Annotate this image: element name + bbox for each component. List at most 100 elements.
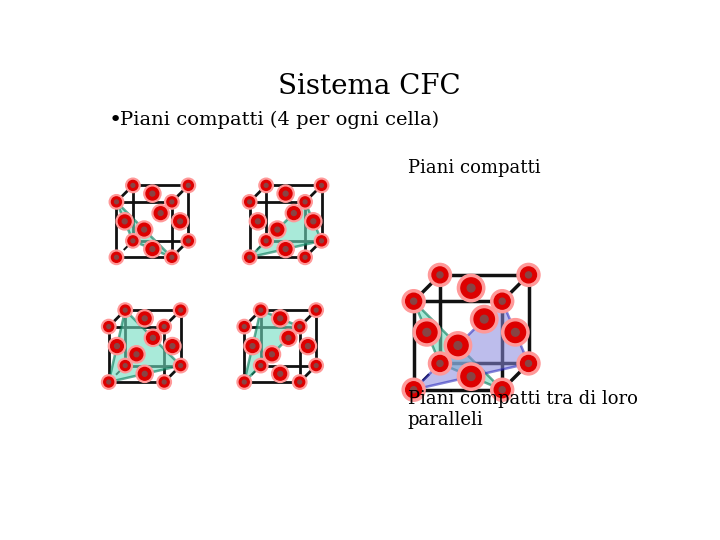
Circle shape [138,223,150,236]
Circle shape [294,377,305,387]
Circle shape [521,267,536,283]
Circle shape [128,346,145,363]
Circle shape [303,255,307,259]
Circle shape [152,205,169,222]
Circle shape [317,180,327,191]
Circle shape [461,367,481,387]
Circle shape [279,242,292,255]
Circle shape [269,352,274,357]
Circle shape [320,184,323,187]
Circle shape [138,367,151,380]
Circle shape [432,267,448,283]
Circle shape [432,355,448,372]
Circle shape [144,185,161,202]
Circle shape [266,348,279,361]
Circle shape [311,219,316,224]
Circle shape [146,187,159,200]
Circle shape [474,309,495,329]
Circle shape [292,319,307,334]
Circle shape [126,234,140,248]
Text: Piani compatti (4 per ogni cella): Piani compatti (4 per ogni cella) [120,111,438,130]
Circle shape [437,360,443,367]
Circle shape [302,340,315,353]
Circle shape [521,355,536,372]
Circle shape [258,363,263,368]
Circle shape [467,373,475,381]
Circle shape [239,377,249,387]
Circle shape [150,191,155,196]
Circle shape [118,359,132,373]
Circle shape [104,322,114,332]
Circle shape [502,319,529,346]
Circle shape [428,352,451,375]
Circle shape [283,191,288,196]
Circle shape [457,274,485,302]
Circle shape [249,213,266,230]
Text: •: • [109,110,122,130]
Circle shape [261,236,271,246]
Circle shape [300,252,310,262]
Circle shape [114,200,118,204]
Polygon shape [414,301,503,390]
Circle shape [166,340,179,353]
Circle shape [517,264,540,286]
Circle shape [315,234,329,248]
Circle shape [505,322,526,342]
Circle shape [285,205,302,222]
Circle shape [123,363,127,368]
Circle shape [309,303,323,318]
Circle shape [147,332,159,344]
Circle shape [405,293,422,309]
Circle shape [311,361,321,370]
Circle shape [158,211,163,215]
Circle shape [320,239,323,243]
Circle shape [305,213,322,230]
Circle shape [170,200,174,204]
Circle shape [317,236,327,246]
Circle shape [244,338,261,355]
Circle shape [165,194,179,209]
Circle shape [104,377,114,387]
Circle shape [178,219,183,224]
Circle shape [251,215,264,228]
Circle shape [114,255,118,259]
Circle shape [517,352,540,375]
Circle shape [256,361,266,370]
Circle shape [491,289,514,313]
Circle shape [138,312,151,325]
Circle shape [274,312,287,325]
Circle shape [116,213,133,230]
Circle shape [480,315,488,323]
Circle shape [128,236,138,246]
Circle shape [256,305,266,315]
Circle shape [114,343,120,348]
Circle shape [131,239,135,243]
Circle shape [454,342,462,349]
Circle shape [174,215,186,228]
Circle shape [176,361,186,370]
Circle shape [143,372,147,376]
Circle shape [109,194,124,209]
Circle shape [279,187,292,200]
Circle shape [274,367,287,380]
Circle shape [136,365,153,382]
Circle shape [248,255,251,259]
Circle shape [305,343,310,348]
Circle shape [258,308,263,312]
Text: Piani compatti: Piani compatti [408,159,540,177]
Circle shape [253,359,268,373]
Circle shape [526,272,531,278]
Circle shape [410,298,417,304]
Circle shape [261,180,271,191]
Circle shape [428,264,451,286]
Circle shape [271,365,289,382]
Circle shape [243,325,246,328]
Circle shape [122,219,127,224]
Circle shape [239,322,249,332]
Circle shape [300,338,317,355]
Circle shape [144,240,161,258]
Circle shape [186,184,190,187]
Circle shape [120,361,130,370]
Circle shape [107,380,111,384]
Circle shape [277,185,294,202]
